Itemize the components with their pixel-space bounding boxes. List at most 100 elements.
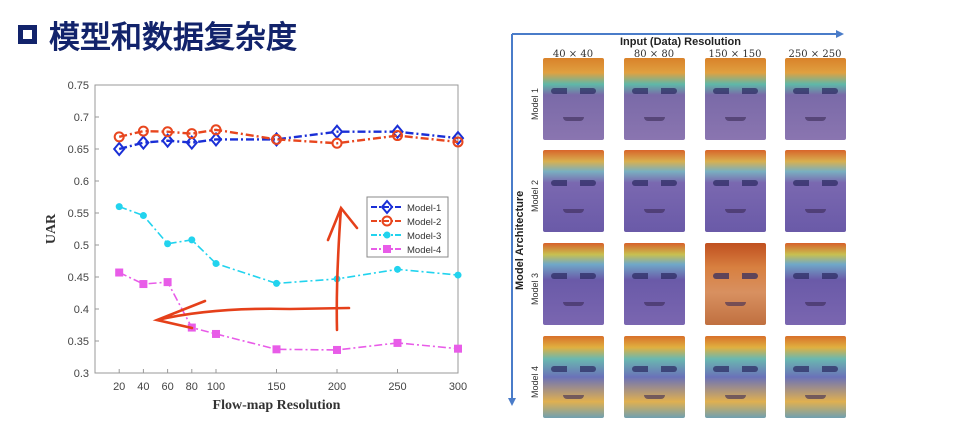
y-tick-label: 0.7: [74, 112, 89, 124]
data-point-model-3: [164, 240, 172, 248]
y-tick-label: 0.55: [68, 208, 89, 220]
legend-marker: [383, 245, 391, 253]
y-tick-label: 0.6: [74, 176, 89, 188]
legend-marker: [383, 231, 391, 239]
x-tick-label: 80: [186, 381, 198, 393]
data-point-model-2: [186, 128, 198, 140]
data-point-model-2: [137, 125, 149, 137]
x-axis-title: Input (Data) Resolution: [620, 36, 741, 48]
data-point-model-1: [137, 135, 150, 151]
y-tick-label: 0.3: [74, 368, 89, 380]
data-point-model-1: [330, 124, 344, 140]
data-point-model-1: [161, 133, 174, 149]
data-point-model-1: [451, 130, 465, 146]
data-point-model-3: [139, 212, 147, 220]
data-point-model-2: [331, 137, 343, 149]
heatmap-face-image: [543, 243, 604, 325]
row-label: Model 1: [530, 87, 540, 120]
data-point-model-2: [162, 126, 174, 138]
x-tick-label: 100: [207, 381, 225, 393]
arrow-right-icon: [836, 30, 844, 38]
heatmap-face-image: [785, 58, 846, 140]
heatmap-face-image: [624, 336, 685, 418]
legend-entry: Model-4: [407, 245, 441, 256]
data-point-model-1: [391, 124, 404, 140]
heatmap-face-image: [705, 150, 766, 232]
data-point-model-4: [163, 278, 172, 287]
slide-title: 模型和数据复杂度: [18, 12, 297, 57]
x-tick-label: 300: [449, 381, 467, 393]
data-point-model-2: [392, 130, 403, 142]
data-point-model-3: [394, 265, 401, 273]
heatmap-face-image: [705, 58, 766, 140]
column-label: 150 × 150: [708, 49, 762, 60]
y-tick-label: 0.4: [74, 304, 89, 316]
heatmap-face-image: [624, 150, 685, 232]
y-tick-label: 0.35: [68, 336, 89, 348]
y-tick-label: 0.65: [68, 144, 89, 156]
heatmap-face-image: [543, 150, 604, 232]
series-line-model-1: [118, 130, 459, 151]
row-label: Model 3: [530, 272, 540, 305]
heatmap-face-image: [543, 58, 604, 140]
legend-entry: Model-2: [407, 217, 441, 228]
x-tick-label: 150: [267, 381, 285, 393]
uar-line-chart: 0.3 0.35 0.4 0.45 0.5 0.55 0.6 0.65 0.7 0.75 20 40 6…: [44, 80, 467, 413]
data-point-model-4: [393, 338, 402, 347]
arrow-down-icon: [508, 398, 516, 406]
annotation-arrow-left: [152, 299, 351, 330]
annotation-arrow-up: [326, 205, 359, 332]
data-point-model-3: [454, 271, 462, 279]
data-point-model-3: [115, 203, 123, 211]
legend-entry: Model-3: [407, 231, 441, 242]
heatmap-face-image: [785, 243, 846, 325]
heatmap-face-image: [785, 336, 846, 418]
column-label: 80 × 80: [633, 49, 675, 60]
series-line-model-2: [118, 128, 459, 145]
heatmap-face-image: [705, 243, 766, 325]
heatmap-face-image: [705, 336, 766, 418]
y-tick-label: 0.45: [68, 272, 89, 284]
chart-legend: Model-1 Model-2 Model-3 Model-4: [366, 196, 449, 258]
heatmap-face-image: [785, 150, 846, 232]
data-point-model-2: [271, 133, 282, 145]
row-label: Model 2: [530, 179, 540, 212]
data-point-model-4: [272, 345, 281, 354]
data-point-model-4: [139, 280, 148, 289]
data-point-model-3: [212, 260, 220, 268]
row-label: Model 4: [530, 365, 540, 398]
x-axis-label: Flow-map Resolution: [213, 398, 341, 413]
legend-entry: Model-1: [407, 203, 441, 214]
x-tick-label: 200: [328, 381, 346, 393]
column-label: 40 × 40: [552, 49, 594, 60]
data-point-model-2: [210, 124, 222, 136]
data-point-model-4: [333, 345, 341, 354]
y-tick-label: 0.75: [68, 80, 89, 92]
y-tick-label: 0.5: [74, 240, 89, 252]
x-tick-label: 40: [137, 381, 149, 393]
data-point-model-1: [209, 131, 223, 147]
data-point-model-2: [452, 136, 464, 148]
series-line-model-3: [118, 205, 459, 285]
x-tick-label: 20: [113, 381, 125, 393]
heatmap-face-image: [624, 243, 685, 325]
data-point-model-4: [454, 344, 462, 353]
data-point-model-3: [273, 279, 280, 287]
heatmap-face-image: [624, 58, 685, 140]
series-line-model-4: [118, 271, 459, 351]
y-axis-label: UAR: [44, 213, 59, 244]
column-label: 250 × 250: [788, 49, 842, 60]
y-axis-title: Model Architecture: [514, 190, 526, 290]
data-point-model-1: [185, 135, 199, 151]
data-point-model-3: [188, 236, 196, 244]
data-point-model-2: [113, 131, 125, 143]
data-point-model-1: [112, 141, 126, 157]
data-point-model-4: [115, 268, 124, 277]
slide-title-text: 模型和数据复杂度: [49, 20, 297, 56]
square-bullet-icon: [18, 25, 37, 44]
heatmap-face-image: [543, 336, 604, 418]
x-tick-label: 60: [161, 381, 173, 393]
x-tick-label: 250: [388, 381, 406, 393]
legend-marker: [381, 215, 393, 227]
